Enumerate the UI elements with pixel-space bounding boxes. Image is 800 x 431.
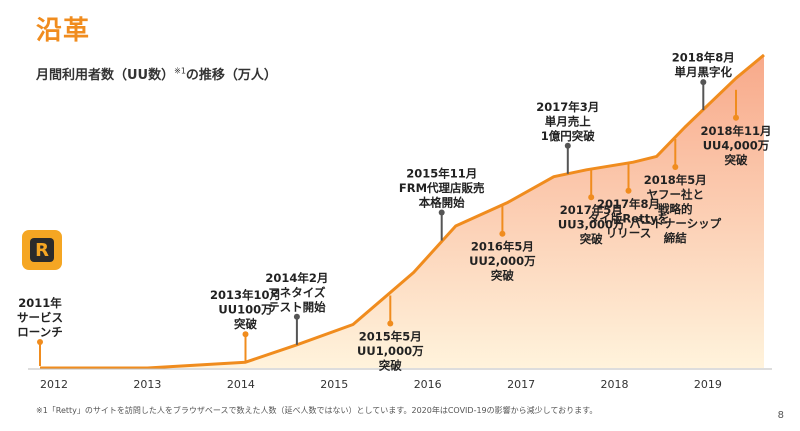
milestone-dot bbox=[672, 164, 679, 170]
milestone-label: 突破 bbox=[234, 317, 257, 331]
x-tick-label: 2012 bbox=[40, 378, 68, 391]
milestone-label: 2015年5月 bbox=[359, 330, 422, 344]
milestone-label: 2011年 bbox=[18, 296, 62, 310]
milestone-dot bbox=[293, 313, 300, 320]
milestone-label: UU4,000万 bbox=[703, 138, 770, 152]
footnote: ※1「Retty」のサイトを訪問した人をブラウザベースで数えた人数（延べ人数では… bbox=[36, 406, 598, 415]
milestone-label: 2013年10月 bbox=[210, 288, 281, 302]
milestone-label: 2018年8月 bbox=[672, 51, 735, 65]
page-number: 8 bbox=[777, 410, 784, 421]
milestone-label: 1億円突破 bbox=[541, 129, 596, 143]
milestone-dot bbox=[387, 320, 394, 327]
milestone-label: 2017年3月 bbox=[536, 100, 599, 114]
milestone-dot bbox=[625, 187, 632, 194]
milestone-label: 突破 bbox=[725, 153, 748, 167]
milestone-label: サービス bbox=[17, 311, 63, 325]
milestone-label: 本格開始 bbox=[419, 196, 465, 210]
milestone-dot bbox=[37, 339, 43, 345]
subtitle-main: 月間利用者数（UU数） bbox=[36, 68, 175, 83]
x-tick-label: 2018 bbox=[601, 378, 629, 391]
milestone-dot bbox=[564, 142, 571, 149]
milestone-dot bbox=[588, 194, 595, 201]
milestone-label: 突破 bbox=[580, 232, 603, 246]
milestone-dot bbox=[499, 230, 506, 237]
milestone-label: UU2,000万 bbox=[469, 254, 536, 268]
x-tick-label: 2016 bbox=[414, 378, 442, 391]
milestone-label: UU100万 bbox=[218, 303, 273, 317]
milestone-label: テスト開始 bbox=[268, 300, 326, 314]
x-tick-label: 2015 bbox=[320, 378, 348, 391]
milestone-label: 単月黒字化 bbox=[675, 65, 733, 79]
x-tick-label: 2013 bbox=[133, 378, 161, 391]
milestone-label: タイ版Rettyを bbox=[588, 211, 669, 225]
milestone-label: パートナーシップ bbox=[629, 217, 721, 231]
milestone-label: 2015年11月 bbox=[406, 167, 477, 181]
page-title: 沿革 bbox=[36, 16, 91, 46]
milestone-label: 2018年11月 bbox=[700, 124, 771, 138]
uu-area-fill bbox=[40, 55, 764, 368]
milestone-label: リリース bbox=[606, 226, 651, 240]
x-tick-label: 2017 bbox=[507, 378, 535, 391]
milestone-label: UU1,000万 bbox=[357, 344, 424, 358]
x-tick-label: 2014 bbox=[227, 378, 255, 391]
milestone-dot bbox=[733, 114, 739, 121]
uu-series-line bbox=[40, 53, 765, 370]
subtitle-note: ※1 bbox=[174, 66, 186, 76]
milestone-dot bbox=[242, 331, 249, 338]
milestone-dot bbox=[700, 79, 707, 86]
x-tick-label: 2019 bbox=[694, 378, 722, 391]
milestone-label: 2017年5月 bbox=[560, 203, 623, 217]
milestone-label: マネタイズ bbox=[268, 285, 326, 299]
chart-subtitle: 月間利用者数（UU数）※1の推移（万人） bbox=[36, 64, 277, 83]
milestone-label: 2014年2月 bbox=[265, 271, 328, 285]
milestone-label: 突破 bbox=[491, 269, 514, 283]
milestone-label: FRM代理店販売 bbox=[399, 181, 485, 195]
milestone-label: 突破 bbox=[379, 359, 402, 373]
logo-letter: R bbox=[30, 238, 54, 262]
milestone-label: 2016年5月 bbox=[471, 240, 534, 254]
milestone-dot bbox=[438, 209, 445, 216]
milestone-label: ローンチ bbox=[17, 325, 62, 339]
milestone-label: 締結 bbox=[664, 231, 687, 245]
milestone-label: 2018年5月 bbox=[644, 173, 707, 187]
milestone-label: 戦略的 bbox=[658, 202, 693, 216]
retty-logo-icon: R bbox=[22, 230, 62, 270]
subtitle-tail: の推移（万人） bbox=[185, 68, 277, 83]
milestone-label: ヤフー社と bbox=[647, 188, 705, 202]
milestone-label: UU3,000万 bbox=[558, 218, 625, 232]
milestone-label: 2017年8月 bbox=[597, 197, 660, 211]
milestone-label: 単月売上 bbox=[545, 114, 591, 128]
